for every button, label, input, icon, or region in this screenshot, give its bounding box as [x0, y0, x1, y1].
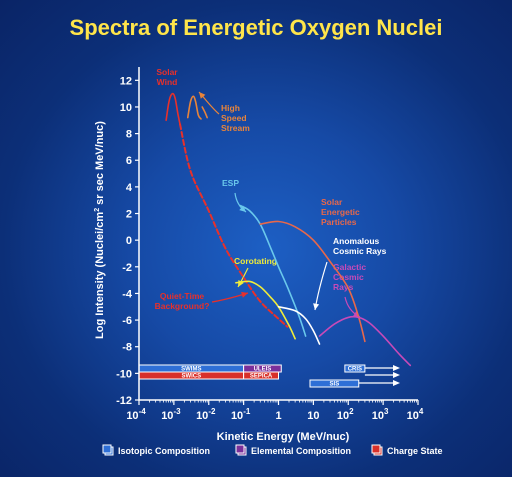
series-line — [235, 280, 296, 340]
series-layer — [165, 92, 412, 367]
legend-label: Elemental Composition — [251, 446, 351, 456]
y-tick-label: 0 — [126, 235, 132, 247]
annotation-arrowhead — [199, 92, 206, 99]
instrument-bar — [243, 371, 279, 380]
instrument-label: SWICS — [181, 374, 201, 380]
y-tick-label: 8 — [126, 129, 132, 141]
instrument-label: SIS — [330, 382, 340, 388]
y-tick-label: 10 — [120, 102, 132, 114]
y-tick-label: -10 — [116, 368, 132, 380]
annotation-label: Solar Energetic Particles — [321, 197, 360, 227]
legend-label: Isotopic Composition — [118, 446, 210, 456]
instrument-arrowhead — [393, 372, 400, 378]
y-tick-label: -12 — [116, 395, 132, 407]
x-tick-label: 104 — [407, 407, 424, 422]
x-tick-label: 10-2 — [196, 407, 216, 422]
annotation-label: Galactic Cosmic Rays — [333, 262, 366, 292]
chart-title: Spectra of Energetic Oxygen Nuclei — [70, 15, 443, 40]
instrument-arrowhead — [393, 365, 400, 371]
y-tick-label: 2 — [126, 209, 132, 221]
series-line — [277, 305, 321, 345]
instrument-arrowhead — [393, 380, 400, 386]
annotation-arrow — [314, 261, 328, 311]
y-tick-label: -8 — [122, 342, 132, 354]
y-tick-label: -4 — [122, 288, 133, 300]
instrument-label: SEPICA — [250, 374, 273, 380]
annotation-label: Quiet-Time Background? — [155, 291, 210, 311]
annotation-label: High Speed Stream — [221, 103, 250, 133]
y-tick-label: 4 — [126, 182, 133, 194]
x-tick-label: 10-1 — [231, 407, 251, 422]
legend-label: Charge State — [387, 446, 443, 456]
series-line — [201, 106, 208, 119]
y-tick-label: 12 — [120, 75, 132, 87]
x-tick-label: 10 — [307, 410, 319, 422]
instrument-label: SWIMS — [181, 367, 201, 373]
x-axis-label: Kinetic Energy (MeV/nuc) — [217, 431, 350, 443]
series-line — [259, 220, 366, 343]
y-axis-label: Log Intensity (Nuclei/cm2 sr sec MeV/nuc… — [94, 121, 106, 339]
x-tick-label: 10-3 — [161, 407, 181, 422]
instrument-label: CRIS — [348, 367, 362, 373]
annotation-label: ESP — [222, 178, 239, 188]
y-tick-label: -6 — [122, 315, 132, 327]
annotation-arrowhead — [313, 303, 320, 310]
annotation-label: Anomalous Cosmic Rays — [333, 236, 387, 256]
legend-swatch-front — [102, 444, 112, 454]
series-line — [239, 204, 307, 337]
annotations-layer: Solar Wind High Speed Stream ESP Solar Energeti… — [155, 67, 387, 318]
legend-swatch-front — [371, 444, 381, 454]
legend-layer: Isotopic Composition Elemental Compositio… — [102, 444, 443, 456]
series-line — [186, 95, 202, 120]
y-tick-label: -2 — [122, 262, 132, 274]
annotation-label: Corotating — [234, 256, 277, 266]
y-tick-label: 6 — [126, 155, 132, 167]
annotation-arrowhead — [241, 291, 248, 298]
annotation-arrowhead — [239, 205, 246, 212]
series-line — [179, 123, 289, 328]
x-tick-label: 102 — [337, 407, 354, 422]
axis-frame — [138, 67, 418, 401]
annotation-label: Solar Wind — [156, 67, 178, 87]
legend-swatch-front — [235, 444, 245, 454]
series-line — [165, 92, 181, 126]
x-tick-label: 1 — [275, 410, 281, 422]
instrument-label: ULEIS — [254, 367, 272, 373]
x-tick-label: 103 — [372, 407, 389, 422]
x-tick-label: 10-4 — [126, 407, 146, 422]
series-line — [318, 315, 412, 367]
